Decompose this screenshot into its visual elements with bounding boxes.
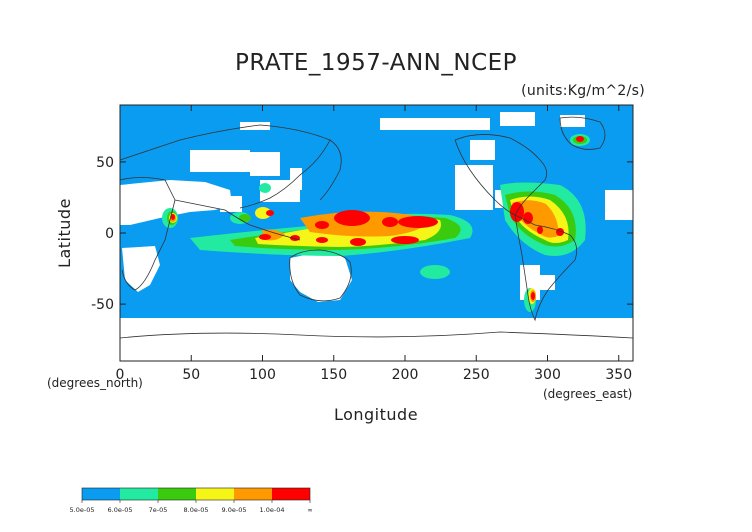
coastlines: [120, 116, 633, 339]
x-axis-label: Longitude: [334, 405, 418, 424]
plot-area: [120, 105, 633, 361]
colorbar-segment: [234, 488, 272, 500]
y-tick-label: 50: [96, 155, 114, 171]
x-tick-label: 0: [116, 367, 125, 383]
x-unit-note: (degrees_east): [543, 387, 632, 401]
colorbar-label: 1.0e-04: [260, 506, 285, 514]
y-tick-label: 0: [105, 226, 114, 242]
colorbar-segment: [82, 488, 120, 500]
colorbar-label: 5.0e-05: [70, 506, 95, 514]
colorbar-segment: [120, 488, 158, 500]
x-tick-label: 50: [182, 367, 200, 383]
colorbar-label: ∞: [307, 506, 312, 514]
level-red: [171, 136, 584, 300]
y-tick-label: -50: [91, 297, 114, 313]
x-tick-label: 250: [463, 367, 490, 383]
y-axis-label: Latitude: [55, 198, 74, 268]
chart-title: PRATE_1957-ANN_NCEP: [235, 50, 517, 76]
units-label: (units:Kg/m^2/s): [521, 83, 645, 99]
x-tick-label: 350: [605, 367, 632, 383]
x-tick-label: 100: [249, 367, 276, 383]
x-tick-label: 150: [320, 367, 347, 383]
colorbar-label: 6.0e-05: [108, 506, 133, 514]
colorbar: 5.0e-05 6.0e-05 7e-05 8.0e-05 9.0e-05 1.0e-04…: [70, 487, 313, 514]
low-precip-regions: [120, 112, 633, 361]
x-tick-label: 300: [534, 367, 561, 383]
colorbar-segment: [196, 488, 234, 500]
colorbar-label: 7e-05: [149, 506, 168, 514]
y-unit-note: (degrees_north): [47, 376, 143, 390]
colorbar-segment: [158, 488, 196, 500]
axis-ticks: 0 50 100 150 200 250 300 350 50 0 -50: [91, 105, 633, 383]
colorbar-label: 8.0e-05: [184, 506, 209, 514]
x-tick-label: 200: [392, 367, 419, 383]
colorbar-segment: [272, 488, 310, 500]
colorbar-label: 9.0e-05: [222, 506, 247, 514]
